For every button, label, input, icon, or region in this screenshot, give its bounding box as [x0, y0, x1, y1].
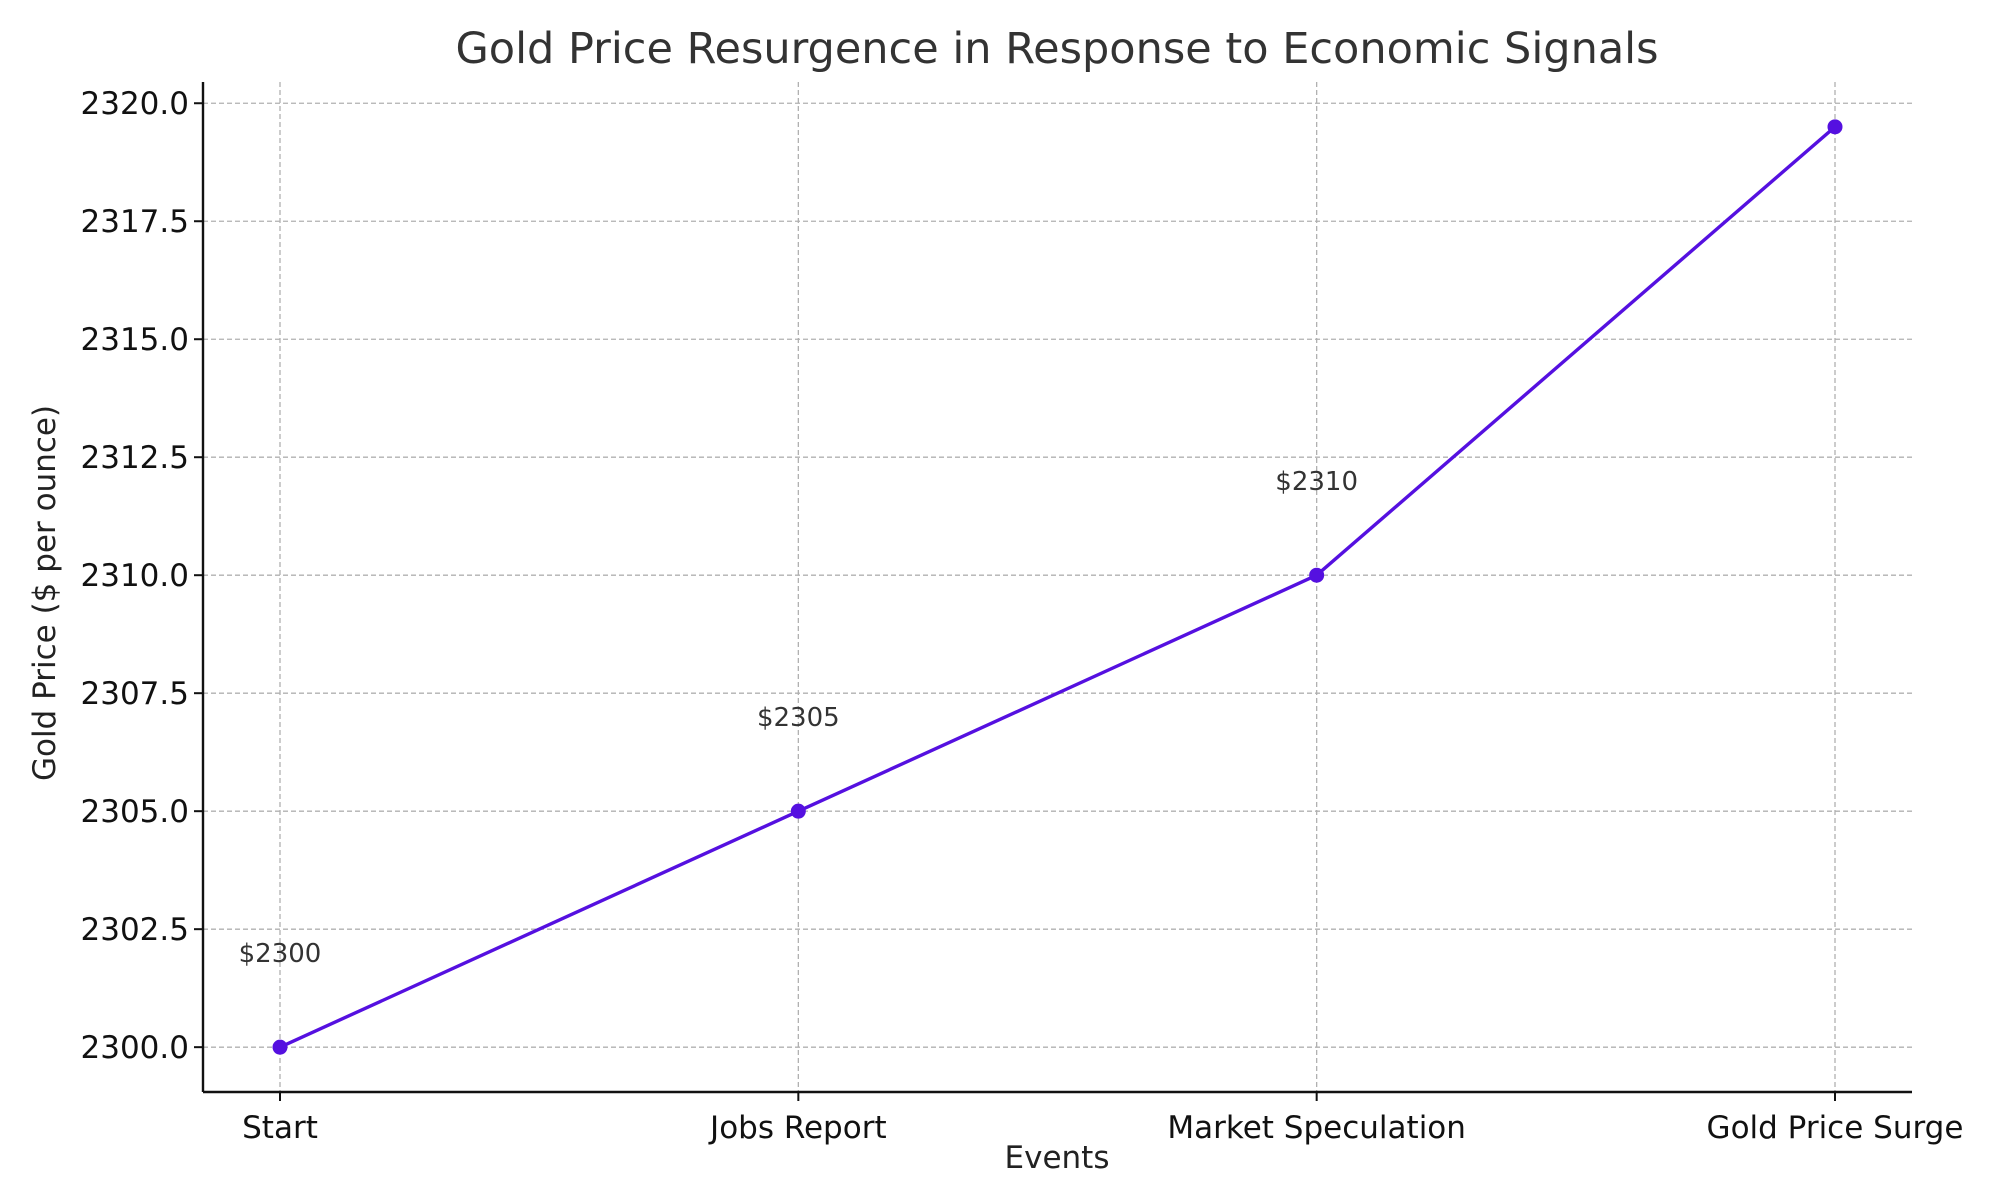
ticks: 2300.0 2302.5 2305.0 2307.5 2310.0 2312.5 2315… — [81, 86, 1964, 1146]
data-label: $2300 — [239, 939, 322, 969]
y-tick-label: 2300.0 — [81, 1030, 189, 1066]
y-tick-label: 2320.0 — [81, 86, 189, 122]
data-point — [1827, 119, 1843, 135]
x-tick-label: Jobs Report — [708, 1110, 887, 1146]
y-tick-label: 2305.0 — [81, 794, 189, 830]
y-tick-label: 2317.5 — [81, 204, 189, 240]
series-line — [278, 125, 1837, 1049]
series — [272, 119, 1843, 1055]
data-labels: $2300 $2305 $2310 — [239, 467, 1358, 969]
axes — [201, 82, 1912, 1094]
data-label: $2310 — [1275, 467, 1358, 497]
y-tick-label: 2302.5 — [81, 912, 189, 948]
grid — [203, 82, 1912, 1092]
data-point — [790, 803, 806, 819]
y-tick-label: 2307.5 — [81, 676, 189, 712]
y-tick-label: 2312.5 — [81, 440, 189, 476]
x-axis-label: Events — [1005, 1140, 1110, 1176]
x-tick-label: Gold Price Surge — [1707, 1110, 1964, 1146]
chart-title: Gold Price Resurgence in Response to Eco… — [455, 24, 1658, 74]
y-tick-label: 2315.0 — [81, 322, 189, 358]
data-label: $2305 — [757, 703, 840, 733]
y-axis-label: Gold Price ($ per ounce) — [27, 405, 63, 781]
x-tick-label: Market Speculation — [1167, 1110, 1466, 1146]
data-point — [272, 1039, 288, 1055]
data-point — [1309, 567, 1325, 583]
y-tick-label: 2310.0 — [81, 558, 189, 594]
x-tick-label: Start — [242, 1110, 318, 1146]
